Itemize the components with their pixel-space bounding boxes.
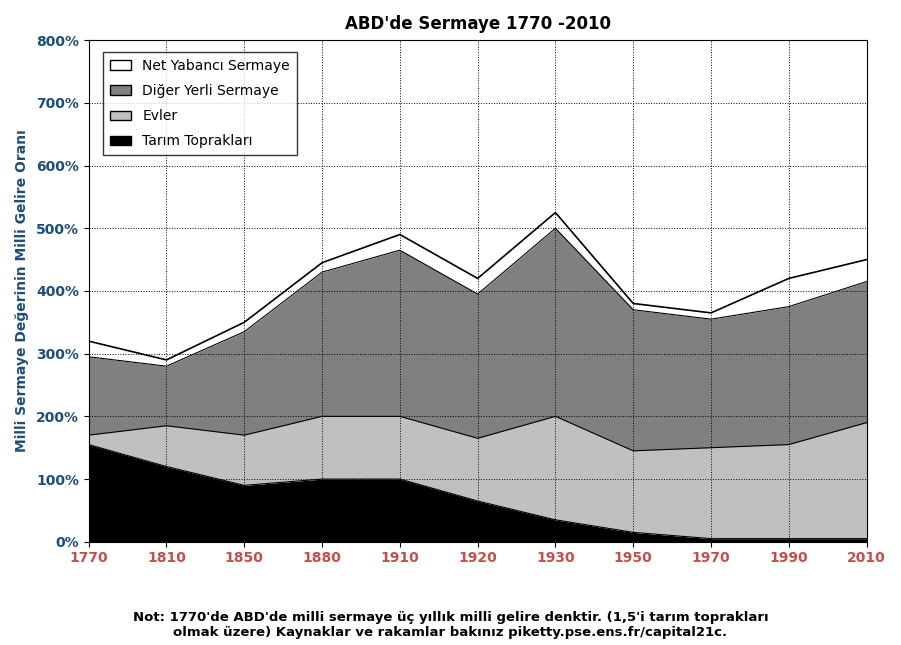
Title: ABD'de Sermaye 1770 -2010: ABD'de Sermaye 1770 -2010: [345, 15, 611, 33]
Legend: Net Yabancı Sermaye, Diğer Yerli Sermaye, Evler, Tarım Toprakları: Net Yabancı Sermaye, Diğer Yerli Sermaye…: [104, 52, 296, 155]
Y-axis label: Milli Sermaye Değerinin Milli Gelire Oranı: Milli Sermaye Değerinin Milli Gelire Ora…: [15, 130, 29, 452]
Text: Not: 1770'de ABD'de milli sermaye üç yıllık milli gelire denktir. (1,5'i tarım t: Not: 1770'de ABD'de milli sermaye üç yıl…: [132, 611, 769, 639]
